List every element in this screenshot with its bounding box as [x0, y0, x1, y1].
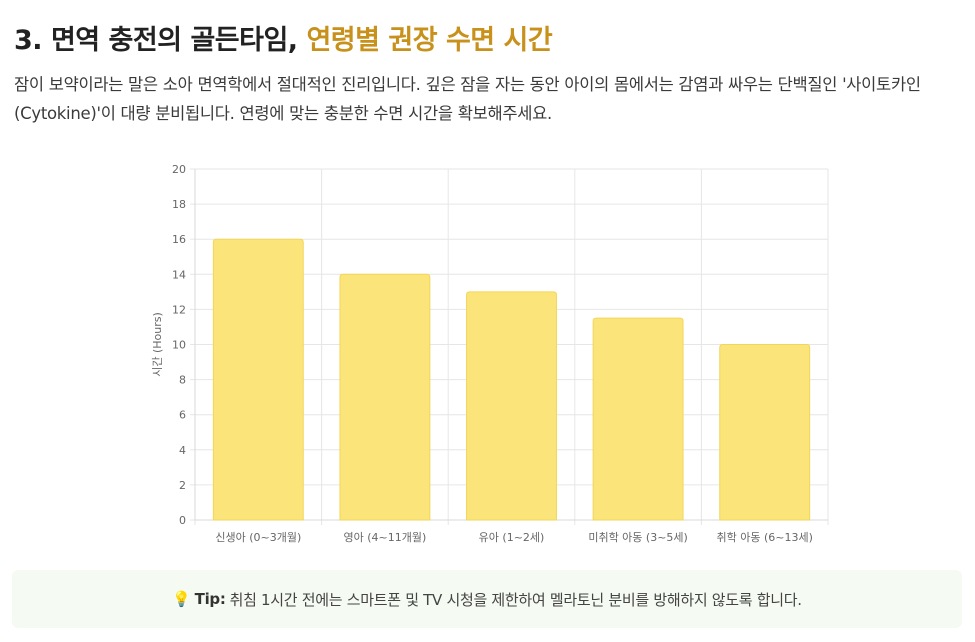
- bar: [719, 344, 811, 521]
- y-tick-label: 6: [179, 409, 186, 422]
- lightbulb-icon: 💡: [172, 590, 191, 608]
- x-tick-label: 신생아 (0~3개월): [215, 531, 301, 544]
- bar: [592, 317, 684, 521]
- y-tick-label: 14: [172, 268, 186, 281]
- y-tick-label: 12: [172, 303, 186, 316]
- y-tick-label: 0: [179, 514, 186, 527]
- bar: [212, 238, 304, 521]
- x-tick-label: 취학 아동 (6~13세): [717, 531, 813, 544]
- y-tick-label: 16: [172, 233, 186, 246]
- bar: [466, 291, 557, 521]
- title-main: 3. 면역 충전의 골든타임,: [14, 25, 307, 56]
- x-tick-label: 유아 (1~2세): [479, 531, 545, 544]
- y-tick-label: 2: [179, 479, 186, 492]
- y-axis-label: 시간 (Hours): [151, 312, 164, 377]
- y-tick-label: 8: [179, 374, 186, 387]
- sleep-chart: 0 2 4 6 8 10 12 14 16 18 20 신생아 (0~3개월) 영아 (4~11개월) 유…: [151, 163, 829, 544]
- y-tick-label: 20: [172, 163, 186, 176]
- tip-text: 취침 1시간 전에는 스마트폰 및 TV 시청을 제한하여 멜라토닌 분비를 방…: [229, 590, 802, 609]
- tip-label: Tip:: [194, 590, 226, 608]
- section-title: 3. 면역 충전의 골든타임, 연령별 권장 수면 시간: [14, 18, 553, 57]
- x-tick-label: 미취학 아동 (3~5세): [588, 531, 688, 544]
- title-accent: 연령별 권장 수면 시간: [306, 25, 553, 56]
- intro-paragraph: 잠이 보약이라는 말은 소아 면역학에서 절대적인 진리입니다. 깊은 잠을 자…: [14, 75, 921, 123]
- x-tick-label: 영아 (4~11개월): [344, 531, 427, 544]
- y-tick-label: 4: [179, 444, 186, 457]
- bar: [339, 273, 431, 521]
- y-tick-label: 18: [172, 198, 186, 211]
- y-tick-label: 10: [172, 339, 186, 352]
- tip-box: 💡 Tip: 취침 1시간 전에는 스마트폰 및 TV 시청을 제한하여 멜라토…: [12, 570, 962, 628]
